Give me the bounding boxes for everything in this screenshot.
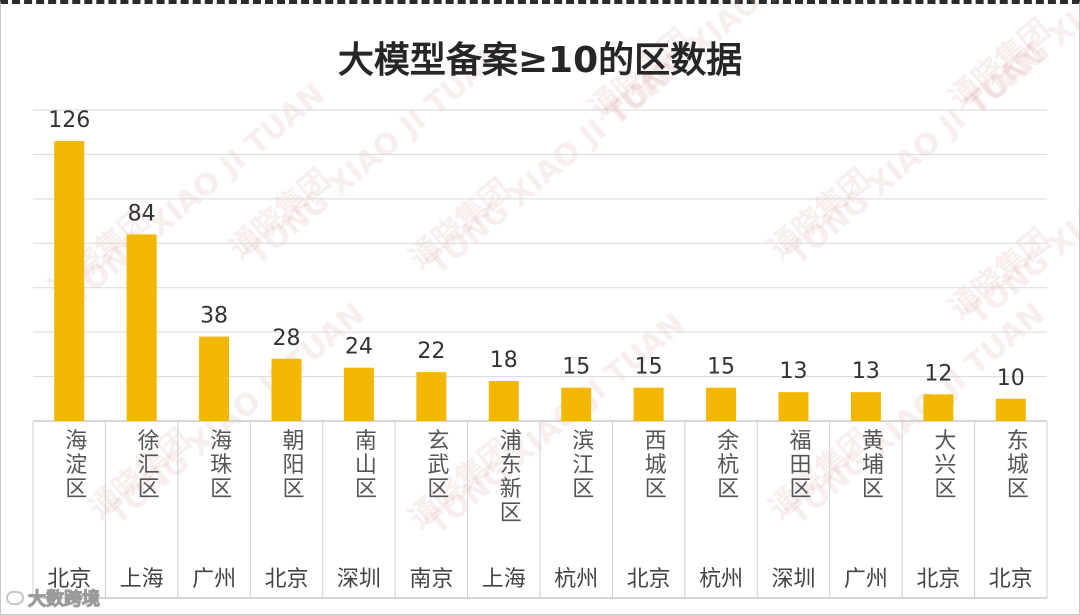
value-label: 126 [48,108,90,133]
value-label: 10 [997,366,1025,391]
bars [54,141,1026,421]
district-label: 朝阳区 [282,429,304,502]
city-label: 北京 [989,567,1033,592]
value-label: 15 [562,355,590,380]
city-label: 北京 [627,567,671,592]
city-label: 杭州 [699,567,743,592]
city-label: 北京 [264,567,308,592]
district-label: 海珠区 [210,429,232,502]
bar-西城区 [633,387,664,421]
chart-title: 大模型备案≥10的区数据 [338,40,742,81]
city-label: 北京 [916,567,960,592]
city-label: 深圳 [337,567,381,592]
district-label: 黄埔区 [862,429,884,502]
value-label: 28 [273,326,301,351]
city-label: 广州 [844,567,888,592]
corner-badge-text: 大数跨境 [28,589,101,611]
bar-滨江区 [561,387,592,421]
district-label: 南山区 [355,429,377,502]
city-label: 上海 [120,567,164,592]
bar-大兴区 [923,394,954,421]
bar-东城区 [995,398,1026,421]
district-label: 徐汇区 [138,429,160,502]
value-label: 24 [345,335,373,360]
city-label: 深圳 [771,567,815,592]
city-label: 北京 [47,567,91,592]
watermark-subtext: TONG XIAO JI TUAN [961,96,1080,331]
district-label: 西城区 [645,429,667,502]
value-label: 15 [707,355,735,380]
city-label: 杭州 [554,567,598,592]
value-label: 38 [200,304,228,329]
bar-余杭区 [706,387,737,421]
watermark-subtext: TONG XIAO JI TUAN [421,306,692,541]
bar-玄武区 [416,372,447,421]
value-label: 13 [780,359,808,384]
value-label: 12 [924,361,952,386]
chain-link-icon [6,591,24,605]
bar-海珠区 [199,336,230,421]
corner-badge: 大数跨境 [6,586,101,611]
district-label: 余杭区 [717,429,739,502]
value-label: 15 [635,355,663,380]
city-label: 上海 [482,567,526,592]
bar-朝阳区 [271,358,302,421]
value-label: 13 [852,359,880,384]
district-label: 浦东新区 [500,429,522,526]
bar-徐汇区 [126,234,157,421]
city-label: 广州 [192,567,236,592]
district-label: 东城区 [1007,429,1029,502]
bar-浦东新区 [488,381,519,421]
bar-黄埔区 [850,392,881,421]
city-label: 南京 [409,567,453,592]
district-label: 滨江区 [572,429,594,502]
value-label: 84 [128,201,156,226]
value-label: 18 [490,348,518,373]
gridlines [33,109,1047,378]
bar-海淀区 [54,141,85,421]
district-label: 海淀区 [65,429,87,502]
district-label: 福田区 [789,429,811,502]
value-label: 22 [417,339,445,364]
bar-福田区 [778,392,809,421]
district-label: 玄武区 [427,429,449,502]
bar-南山区 [343,367,374,421]
district-label: 大兴区 [934,429,956,502]
